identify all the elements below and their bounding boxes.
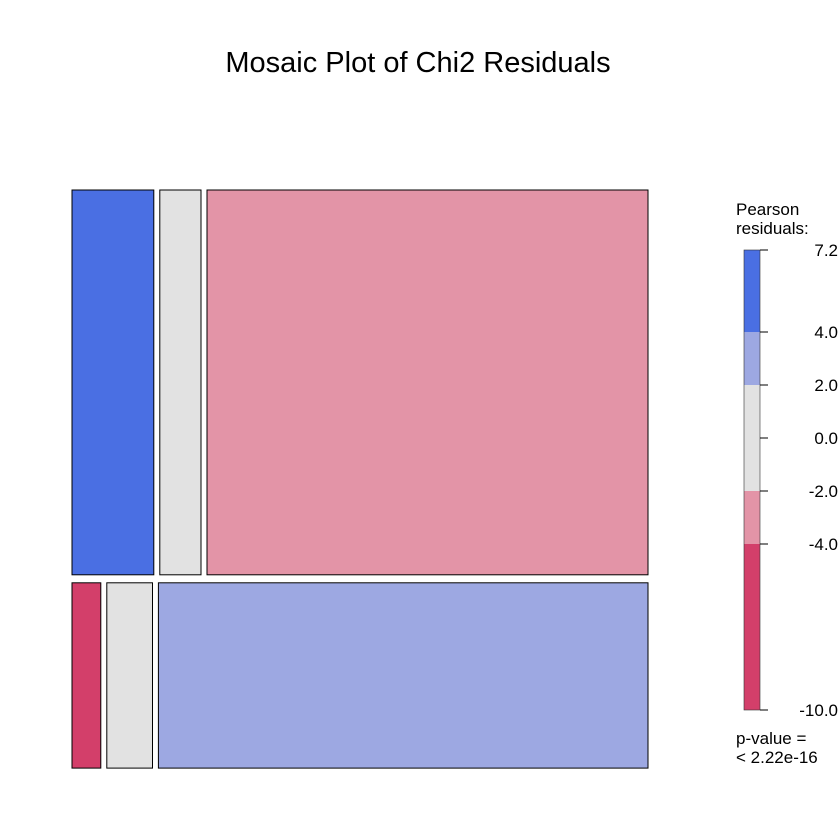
mosaic-tile-r2-c1 [71, 582, 102, 769]
legend-title-line2: residuals: [736, 219, 809, 238]
legend-band-5 [744, 544, 760, 710]
chart-title: Mosaic Plot of Chi2 Residuals [225, 47, 610, 79]
legend-tick-label: 2.0 [814, 376, 838, 395]
p-value-label: p-value = [736, 729, 806, 748]
mosaic-tile-r2-c2 [106, 582, 154, 769]
mosaic-tile-r1-c2 [159, 189, 202, 576]
mosaic-tile-r1-c3 [206, 189, 649, 576]
legend-tick-label: -10.0 [799, 701, 838, 720]
legend-tick-label: -4.0 [809, 535, 838, 554]
legend-title-line1: Pearson [736, 200, 799, 219]
legend-bar-frame [743, 249, 761, 711]
p-value: < 2.22e-16 [736, 748, 818, 767]
legend-band-2 [744, 332, 760, 385]
legend: Pearson residuals: 7.2 4.0 2.0 0.0 -2.0 -4.0 -… [736, 200, 838, 767]
legend-band-1 [744, 250, 760, 332]
mosaic-tile-r1-c1 [71, 189, 155, 576]
legend-color-bar [743, 249, 761, 711]
legend-tick-label: 0.0 [814, 429, 838, 448]
legend-band-3 [744, 385, 760, 491]
legend-tick-label: 4.0 [814, 323, 838, 342]
legend-tick-label: 7.2 [814, 241, 838, 260]
legend-band-4 [744, 491, 760, 544]
mosaic-tiles [71, 189, 649, 769]
legend-ticks: 7.2 4.0 2.0 0.0 -2.0 -4.0 -10.0 [760, 241, 838, 720]
mosaic-tile-r2-c3 [157, 582, 649, 769]
legend-tick-label: -2.0 [809, 482, 838, 501]
